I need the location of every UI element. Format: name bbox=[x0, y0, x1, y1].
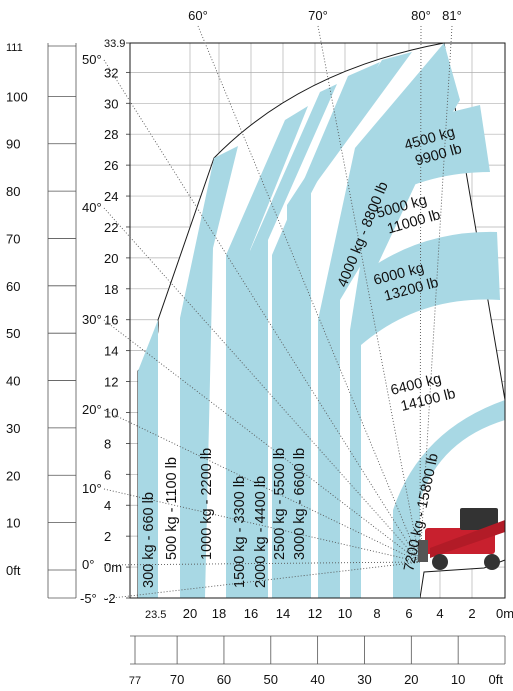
x-tick-label: 16 bbox=[244, 606, 258, 621]
angle-label: 40° bbox=[82, 200, 102, 215]
y-tick-label: 0m bbox=[104, 560, 122, 575]
y-tick-label: 24 bbox=[104, 189, 118, 204]
y-tick-label: 8 bbox=[104, 436, 111, 451]
ft-tick-label: 60 bbox=[6, 279, 20, 294]
angle-guide bbox=[317, 25, 421, 563]
band-300kg bbox=[138, 320, 158, 598]
x-tick-label: 2 bbox=[468, 606, 475, 621]
angle-label: -5° bbox=[80, 591, 97, 606]
ft-tick-label: 50 bbox=[6, 326, 20, 341]
y-tick-label: 32 bbox=[104, 65, 118, 80]
ft-tick-label: 70 bbox=[6, 231, 20, 246]
x-tick-label: 14 bbox=[276, 606, 290, 621]
ft-x-tick-label: 30 bbox=[357, 672, 371, 687]
angle-labels-left: 50° 40° 30° 20° 10° 0° -5° bbox=[80, 52, 102, 606]
ft-tick-label: 111 bbox=[6, 42, 23, 54]
angle-label: 0° bbox=[82, 557, 94, 572]
band-6000kg bbox=[361, 231, 500, 345]
y-tick-label: 14 bbox=[104, 344, 118, 359]
y-tick-label: 16 bbox=[104, 313, 118, 328]
angle-lines bbox=[103, 25, 453, 600]
x-tick-label: 23.5 bbox=[145, 609, 166, 621]
ft-tick-label: 40 bbox=[6, 374, 20, 389]
band-4500kg bbox=[381, 105, 490, 200]
angle-label: 30° bbox=[82, 312, 102, 327]
angle-guide bbox=[103, 488, 421, 563]
angle-label-top: 60° bbox=[188, 8, 208, 23]
angle-label: 50° bbox=[82, 52, 102, 67]
y-tick-label: 33.9 bbox=[104, 38, 125, 50]
y-tick-label: 20 bbox=[104, 251, 118, 266]
y-tick-label: 18 bbox=[104, 282, 118, 297]
ft-x-tick-label: 60 bbox=[217, 672, 231, 687]
y-tick-label: 28 bbox=[104, 127, 118, 142]
ft-x-tick-label: 77 bbox=[129, 675, 141, 687]
ft-tick-label: 90 bbox=[6, 137, 20, 152]
ft-tick-label: 100 bbox=[6, 89, 28, 104]
angle-labels-top: 60° 70° 80° 81° bbox=[188, 8, 462, 23]
angle-guide bbox=[103, 319, 421, 563]
y-tick-label: 26 bbox=[104, 158, 118, 173]
y-tick-label: 2 bbox=[104, 529, 111, 544]
ft-tick-label: 20 bbox=[6, 468, 20, 483]
zone-label: 2000 kg - 4400 lb bbox=[253, 476, 269, 588]
x-tick-label: 6 bbox=[405, 606, 412, 621]
x-tick-label: 12 bbox=[308, 606, 322, 621]
zone-label: 2500 kg - 5500 lb bbox=[272, 448, 288, 560]
ft-tick-label: 30 bbox=[6, 421, 20, 436]
ft-tick-label: 80 bbox=[6, 184, 20, 199]
ft-tick-label: 10 bbox=[6, 516, 20, 531]
x-tick-label: 18 bbox=[212, 606, 226, 621]
x-axis-feet: 77 70 60 50 40 30 20 10 0ft bbox=[129, 635, 506, 687]
ft-tick-label: 0ft bbox=[6, 563, 21, 578]
ft-x-tick-label: 70 bbox=[170, 672, 184, 687]
y-tick-label: 10 bbox=[104, 405, 118, 420]
band-2500kg bbox=[287, 52, 412, 598]
x-tick-label: 20 bbox=[183, 606, 197, 621]
angle-guide bbox=[197, 25, 421, 563]
load-envelope bbox=[137, 42, 506, 599]
band-3000kg bbox=[318, 43, 460, 598]
angle-guide bbox=[103, 207, 421, 563]
angle-guide bbox=[103, 561, 421, 600]
band-500kg bbox=[180, 146, 238, 598]
band-7200kg bbox=[393, 400, 505, 598]
zone-label: 3000 kg - 6600 lb bbox=[292, 448, 308, 560]
y-tick-label: 4 bbox=[104, 498, 111, 513]
angle-label-top: 81° bbox=[442, 8, 462, 23]
zone-label: 500 kg - 1100 lb bbox=[164, 457, 180, 560]
x-tick-label: 10 bbox=[338, 606, 352, 621]
x-tick-label: 0m bbox=[496, 606, 513, 621]
ft-x-tick-label: 50 bbox=[264, 672, 278, 687]
angle-label-top: 70° bbox=[308, 8, 328, 23]
y-tick-label: 6 bbox=[104, 467, 111, 482]
zone-label: 300 kg - 660 lb bbox=[141, 492, 157, 588]
angle-label-top: 80° bbox=[411, 8, 431, 23]
y-tick-label: -2 bbox=[104, 591, 116, 606]
y-axis-feet: 0ft 10 20 30 40 50 60 70 80 90 100 111 bbox=[6, 42, 77, 599]
band-4000kg bbox=[350, 96, 455, 598]
angle-label: 20° bbox=[82, 402, 102, 417]
zone-label: 1000 kg - 2200 lb bbox=[199, 448, 215, 560]
ft-x-tick-label: 40 bbox=[310, 672, 324, 687]
x-axis-meters: 23.5 20 18 16 14 12 10 8 6 4 2 0m bbox=[145, 606, 513, 621]
telehandler-machine bbox=[418, 508, 505, 570]
ft-x-tick-label: 0ft bbox=[489, 672, 504, 687]
x-tick-label: 4 bbox=[436, 606, 443, 621]
zone-label: 1500 kg - 3300 lb bbox=[232, 476, 248, 588]
chart-frame bbox=[129, 42, 506, 599]
band-1500kg bbox=[245, 84, 337, 598]
angle-label: 10° bbox=[82, 481, 102, 496]
angle-guide bbox=[419, 25, 453, 563]
y-tick-label: 30 bbox=[104, 96, 118, 111]
ft-x-tick-label: 10 bbox=[451, 672, 465, 687]
y-tick-label: 22 bbox=[104, 220, 118, 235]
y-tick-label: 12 bbox=[104, 375, 118, 390]
ft-x-tick-label: 20 bbox=[404, 672, 418, 687]
x-tick-label: 8 bbox=[373, 606, 380, 621]
